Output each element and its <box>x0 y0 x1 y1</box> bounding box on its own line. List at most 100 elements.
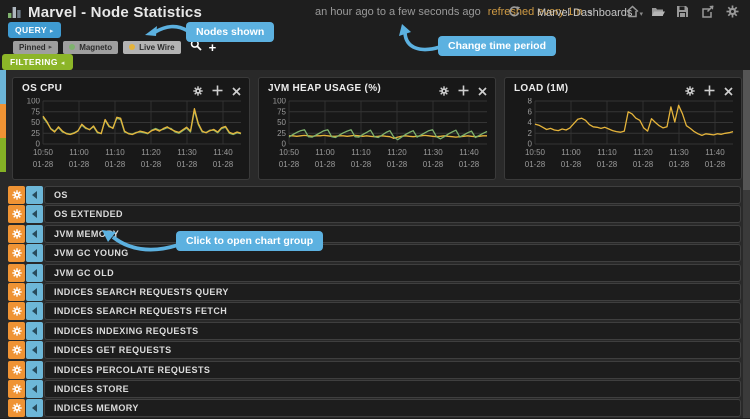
panel-settings-gear-icon[interactable] <box>193 83 203 101</box>
chart-group-bar[interactable]: INDICES MEMORY <box>44 399 741 418</box>
svg-text:11:20: 11:20 <box>387 148 407 157</box>
row-settings-button[interactable] <box>8 341 25 360</box>
node-chip-live-wire[interactable]: Live Wire <box>123 40 181 54</box>
svg-text:01-28: 01-28 <box>597 160 618 169</box>
filtering-section-toggle[interactable]: FILTERING ◂ <box>2 54 73 70</box>
svg-text:0: 0 <box>528 140 533 149</box>
svg-text:11:00: 11:00 <box>69 148 89 157</box>
row-collapse-button[interactable] <box>26 302 43 321</box>
scrollbar-track[interactable] <box>743 70 750 418</box>
row-settings-button[interactable] <box>8 302 25 321</box>
chart-group-label: INDICES PERCOLATE REQUESTS <box>54 364 211 375</box>
row-collapse-button[interactable] <box>26 399 43 418</box>
panel-title: OS CPU <box>22 83 63 94</box>
svg-text:25: 25 <box>31 129 40 138</box>
line-chart[interactable]: 10:50 01-28 11:00 01-28 11:10 01-28 11:20 01-28… <box>17 97 245 181</box>
chevron-right-icon: ▸ <box>49 27 54 35</box>
hidden-row-tab-orange[interactable] <box>0 104 6 138</box>
panel-title: JVM HEAP USAGE (%) <box>268 83 382 94</box>
panel-close-icon[interactable] <box>232 83 241 101</box>
row-collapse-button[interactable] <box>26 341 43 360</box>
panel-close-icon[interactable] <box>478 83 487 101</box>
chart-group-bar[interactable]: INDICES STORE <box>44 379 741 398</box>
chart-group-bar[interactable]: OS EXTENDED <box>44 205 741 224</box>
chart-group-bar[interactable]: INDICES GET REQUESTS <box>44 341 741 360</box>
svg-text:2: 2 <box>528 129 533 138</box>
pinned-queries-chip[interactable]: Pinned ▸ <box>13 40 59 54</box>
chart-group-bar[interactable]: INDICES SEARCH REQUESTS QUERY <box>44 282 741 301</box>
row-settings-button[interactable] <box>8 224 25 243</box>
tooltip-arrow-left-icon <box>145 24 189 36</box>
row-collapse-button[interactable] <box>26 282 43 301</box>
row-settings-button[interactable] <box>8 186 25 204</box>
row-collapse-button[interactable] <box>26 263 43 282</box>
query-section-toggle[interactable]: QUERY ▸ <box>8 22 61 38</box>
panel-move-icon[interactable] <box>704 83 715 101</box>
svg-text:01-28: 01-28 <box>351 160 372 169</box>
panel-move-icon[interactable] <box>212 83 223 101</box>
panel-settings-gear-icon[interactable] <box>685 83 695 101</box>
svg-text:11:00: 11:00 <box>561 148 581 157</box>
chart-group-bar[interactable]: JVM GC OLD <box>44 263 741 282</box>
open-dashboard-icon[interactable] <box>651 5 665 19</box>
row-collapse-button[interactable] <box>26 244 43 263</box>
svg-text:01-28: 01-28 <box>561 160 582 169</box>
home-icon[interactable] <box>626 5 640 19</box>
svg-text:75: 75 <box>277 107 286 116</box>
svg-text:01-28: 01-28 <box>387 160 408 169</box>
svg-text:01-28: 01-28 <box>213 160 234 169</box>
node-chip-label: Magneto <box>79 42 113 52</box>
row-settings-button[interactable] <box>8 263 25 282</box>
row-collapse-button[interactable] <box>26 360 43 379</box>
tooltip-change-time-period: Change time period <box>438 36 557 56</box>
refresh-icon[interactable] <box>508 5 522 19</box>
tooltip-text: Nodes shown <box>196 26 265 38</box>
row-settings-button[interactable] <box>8 360 25 379</box>
svg-text:11:10: 11:10 <box>351 148 371 157</box>
row-collapse-button[interactable] <box>26 205 43 224</box>
row-settings-button[interactable] <box>8 282 25 301</box>
add-query-icon[interactable]: + <box>208 39 217 55</box>
collapse-left-icon <box>32 191 37 199</box>
panel-close-icon[interactable] <box>724 83 733 101</box>
chevron-down-icon: ▾ <box>588 9 593 17</box>
row-collapse-button[interactable] <box>26 379 43 398</box>
svg-text:11:30: 11:30 <box>423 148 443 157</box>
chart-group-label: JVM GC YOUNG <box>54 248 129 259</box>
gear-icon[interactable] <box>726 5 740 19</box>
panel-move-icon[interactable] <box>458 83 469 101</box>
svg-text:11:20: 11:20 <box>141 148 161 157</box>
collapse-left-icon <box>32 326 37 335</box>
row-collapse-button[interactable] <box>26 321 43 340</box>
scrollbar-thumb[interactable] <box>743 70 750 190</box>
chart-group-bar[interactable]: INDICES PERCOLATE REQUESTS <box>44 360 741 379</box>
dashboards-menu-label: Marvel Dashboards <box>537 7 633 19</box>
row-collapse-button[interactable] <box>26 186 43 204</box>
row-settings-button[interactable] <box>8 399 25 418</box>
chart-panel: LOAD (1M) 10:50 01-28 11:00 01-28 11:10 01-28… <box>504 77 742 180</box>
line-chart[interactable]: 10:50 01-28 11:00 01-28 11:10 01-28 11:20 01-28… <box>509 97 737 181</box>
line-chart[interactable]: 10:50 01-28 11:00 01-28 11:10 01-28 11:20 01-28… <box>263 97 491 181</box>
chart-group-label: INDICES SEARCH REQUESTS QUERY <box>54 286 229 297</box>
svg-text:25: 25 <box>277 129 286 138</box>
collapse-left-icon <box>32 384 37 393</box>
chart-group-bar[interactable]: OS <box>44 186 741 204</box>
chart-group-bar[interactable]: INDICES INDEXING REQUESTS <box>44 321 741 340</box>
chart-group-bar[interactable]: INDICES SEARCH REQUESTS FETCH <box>44 302 741 321</box>
row-collapse-button[interactable] <box>26 224 43 243</box>
chart-group-row: JVM GC OLD <box>8 263 741 282</box>
save-icon[interactable] <box>676 5 690 19</box>
hidden-row-tab-blue[interactable] <box>0 70 6 104</box>
dashboards-menu[interactable]: Marvel Dashboards ▾ <box>537 7 643 19</box>
row-settings-button[interactable] <box>8 205 25 224</box>
row-settings-button[interactable] <box>8 379 25 398</box>
chart-group-row: INDICES INDEXING REQUESTS <box>8 321 741 340</box>
chart-group-label: OS EXTENDED <box>54 209 123 220</box>
row-settings-button[interactable] <box>8 321 25 340</box>
panel-settings-gear-icon[interactable] <box>439 83 449 101</box>
row-settings-button[interactable] <box>8 244 25 263</box>
node-status-dot <box>69 44 76 50</box>
node-chip-magneto[interactable]: Magneto <box>63 40 119 54</box>
share-icon[interactable] <box>701 5 715 19</box>
hidden-row-tab-green[interactable] <box>0 138 6 172</box>
